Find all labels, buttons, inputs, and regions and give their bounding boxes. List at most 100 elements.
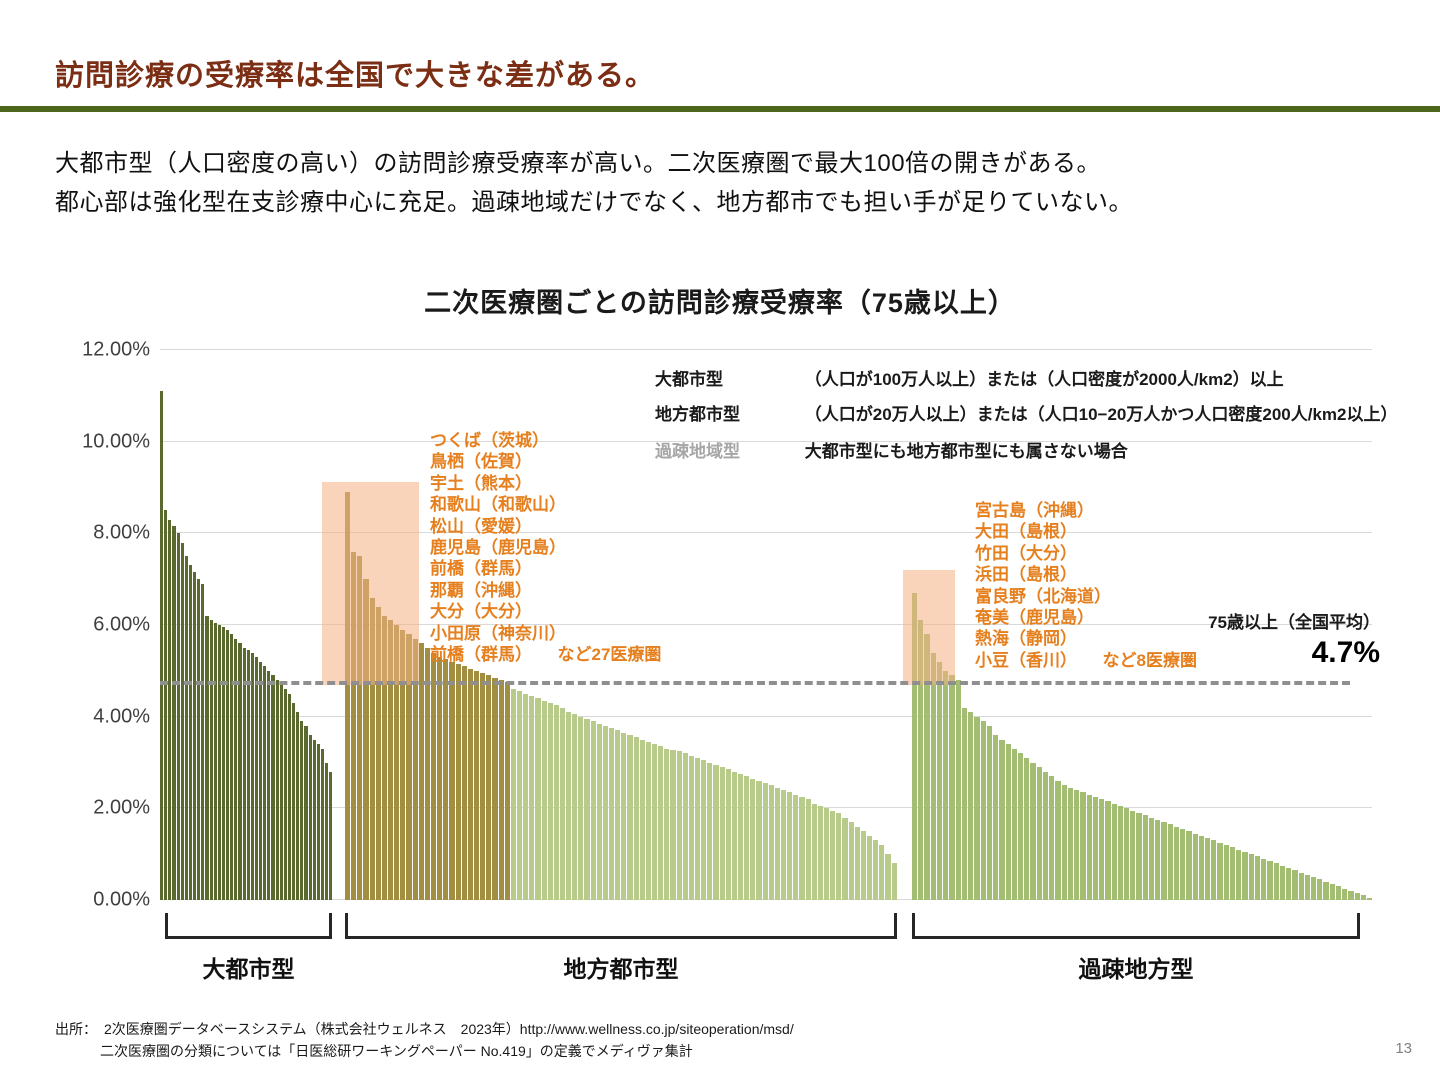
bar [492,677,498,900]
bar-group-regional-city [345,350,897,900]
bar [316,744,320,900]
average-line [160,680,1350,685]
legend-row-metropolitan: 大都市型 （人口が100万人以上）または（人口密度が2000人/km2）以上 [655,365,1284,390]
gridline [160,349,1372,350]
bar [823,808,830,900]
bar [955,680,961,900]
average-caption: 75歳以上（全国平均） [1208,613,1380,632]
bar [480,673,486,900]
bar [1186,831,1192,900]
bar [1080,792,1086,900]
bar [1311,877,1317,900]
bar [292,702,296,900]
bar [590,721,596,900]
bar [230,634,234,900]
bar [287,693,291,900]
bar [980,721,986,900]
bar [918,620,924,900]
bar [234,638,238,900]
bar [658,746,664,900]
bar [375,606,381,900]
bar [596,723,602,900]
regional-city-list: つくば（茨城） 鳥栖（佐賀） 宇土（熊本） 和歌山（和歌山） 松山（愛媛） 鹿児島（鹿児島… [430,430,661,665]
bar [1236,849,1242,900]
bar [943,670,949,900]
bar [848,822,854,900]
bar [695,757,701,900]
bar [664,748,670,900]
chart-title: 二次医療圏ごとの訪問診療受療率（75歳以上） [424,288,1016,318]
bar [1286,867,1292,900]
bar [308,735,312,900]
bar [701,760,707,900]
bar [238,643,242,900]
bar [572,714,578,900]
bar [345,492,351,900]
bar [1304,874,1310,900]
bar [1136,812,1142,900]
bar [842,817,848,900]
bar [1335,886,1342,900]
bar [1173,826,1180,900]
legend-label-rural: 過疎地域型 [655,442,740,461]
bar [197,579,201,900]
bar [1205,838,1211,900]
bar [1360,895,1367,900]
bar [866,835,873,900]
bar [879,845,885,900]
bar [168,519,172,900]
bar [584,718,590,900]
bar [547,702,553,900]
legend-label-metropolitan: 大都市型 [655,370,723,389]
bar [744,776,750,900]
bar [217,625,221,900]
page-title: 訪問診療の受療率は全国で大きな差がある。 [55,60,656,92]
bar [176,533,180,900]
bar [1011,748,1017,900]
bar [830,810,836,900]
bar [912,592,918,900]
region-list-item: 宮古島（沖縄） [975,501,1094,520]
bar [437,657,443,900]
bar [682,753,688,900]
bar [1099,799,1105,900]
bar [1111,803,1117,900]
bar [1042,771,1049,900]
bar [296,712,300,900]
bar [271,675,275,900]
bar [1036,767,1042,900]
bar [300,721,304,900]
bar [949,675,955,900]
bar [566,712,572,900]
bar [254,657,258,900]
bar [541,700,547,900]
bar [1030,762,1036,900]
bar [381,615,387,900]
bar [498,680,504,900]
bar [430,652,437,900]
bar [1055,780,1061,900]
bar [1192,833,1198,900]
bar [209,620,213,900]
bar [1348,890,1354,900]
region-list-item: 熱海（静岡） [975,629,1077,649]
bracket-rural [912,913,1360,939]
bar [707,762,713,900]
bar [986,725,993,900]
bar [1049,776,1055,900]
bar [510,689,516,900]
bar [836,812,842,900]
bar [731,771,737,900]
source-line-2: 二次医療圏の分類については「日医総研ワーキングペーパー No.419」の定義でメ… [100,1043,693,1059]
bar [688,755,695,900]
bar [1017,753,1024,900]
bar [363,579,369,900]
bar [873,840,879,900]
region-list-item: 富良野（北海道） [975,586,1111,606]
y-axis-tick-label: 0.00% [93,888,150,911]
bar [263,666,267,900]
bar [645,741,652,900]
region-list-item: 和歌山（和歌山） [430,495,566,515]
region-list-item: 鳥栖（佐賀） [430,452,532,472]
rural-highlight-box [903,570,955,685]
